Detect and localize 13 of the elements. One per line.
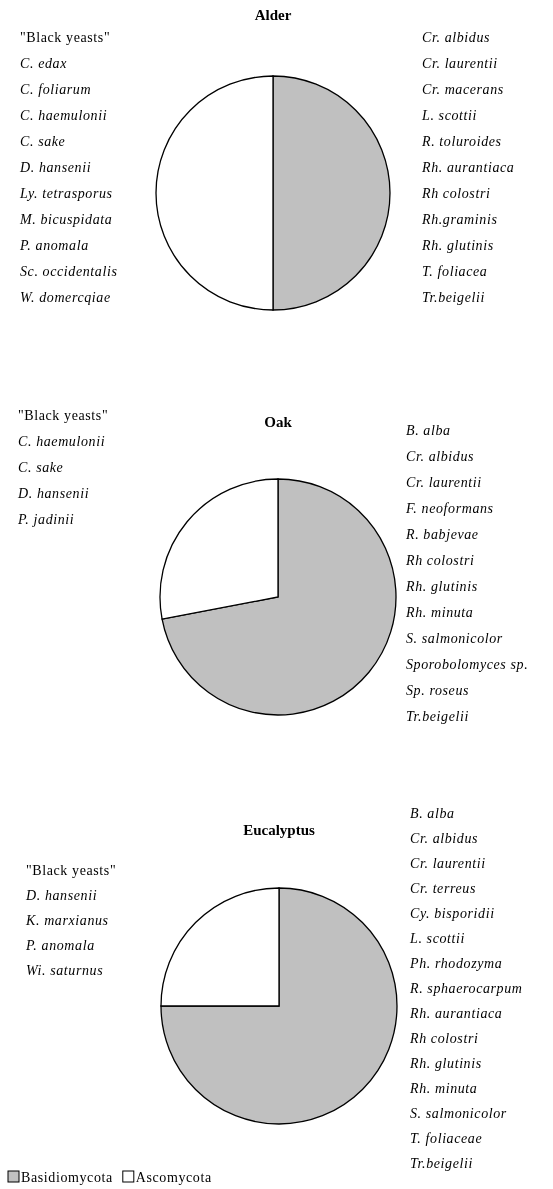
text: B. alba Cr. albidus Cr. laurentii Cr. terreus Cy. bisporidii L. scottii Ph. rhodozyma R. sphaerocarpum Rh. aurantiaca Rh colostri Rh. glutinis Rh. minuta S. salmonicolor T. foliaceae Tr.beigelii — [410, 806, 523, 1171]
text: "Black yeasts" C. haemulonii C. sake D. hansenii P. jadinii — [17, 408, 109, 527]
pie-slice — [160, 887, 398, 1125]
legend-label: Basidiomycota — [21, 1170, 113, 1185]
text: "Black yeasts" C. edax C. foliarum C. haemulonii C. sake D. hansenii Ly. tetrasporus M. bicuspidata P. anomala Sc. occidentalis W. domercqiae — [20, 30, 118, 305]
pie-slice — [161, 478, 397, 716]
text: B. alba Cr. albidus Cr. laurentii F. neoformans R. babjevae Rh colostri Rh. glutinis Rh. minuta S. salmonicolor Sporobolomyces sp. Sp. roseus Tr.beigelii — [406, 423, 529, 724]
chart-title: Oak — [264, 414, 293, 430]
chart-title: Alder — [254, 7, 292, 23]
text: "Black yeasts" D. hansenii K. marxianus P. anomala Wi. saturnus — [25, 863, 117, 978]
legend-label: Ascomycota — [135, 1170, 212, 1185]
chart-title: Eucalyptus — [243, 822, 315, 838]
text: Cr. albidus Cr. laurentii Cr. macerans L. scottii R. toluroides Rh. aurantiaca Rh colostri Rh.graminis Rh. glutinis T. foliacea Tr.beigelii — [422, 30, 515, 305]
